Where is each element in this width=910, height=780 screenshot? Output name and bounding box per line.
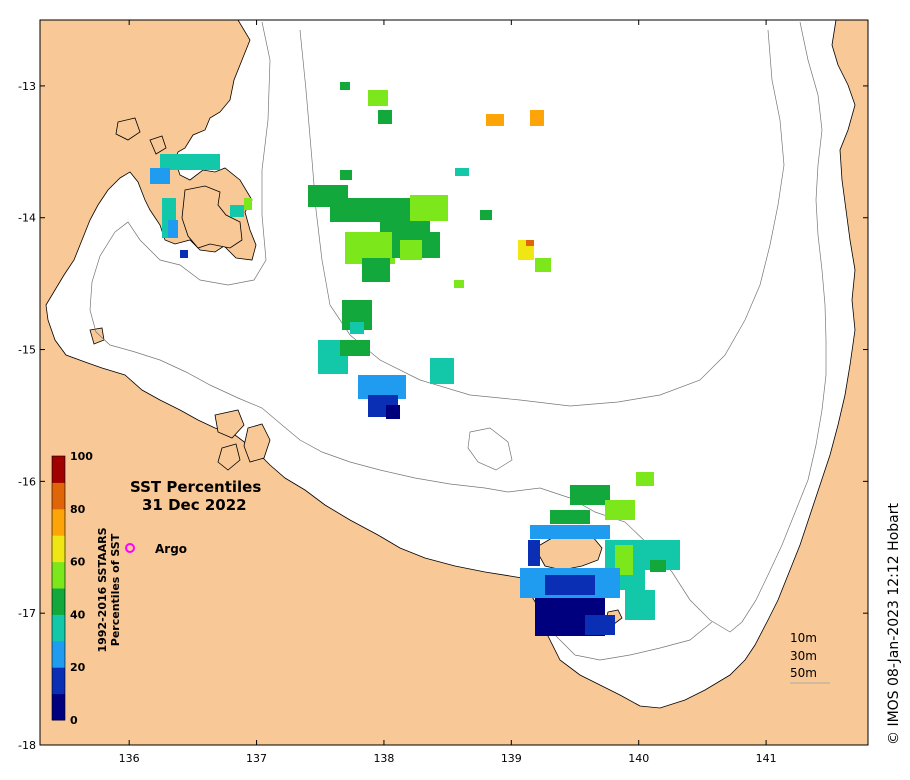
map-date: 31 Dec 2022 — [142, 496, 247, 514]
small-island-west — [89, 327, 105, 345]
colorbar-segment — [52, 482, 65, 510]
sst-patch — [368, 90, 388, 106]
map-title: SST Percentiles — [130, 478, 261, 496]
depth-label-10m: 10m — [790, 631, 817, 645]
argo-legend-label: Argo — [155, 542, 187, 556]
axis-tick-labels: 136 137 138 139 140 141 -13 -14 -15 -16 -17 -18 — [18, 80, 777, 765]
sst-patch — [625, 590, 655, 620]
sst-patch — [454, 280, 464, 288]
sst-patch — [545, 575, 595, 595]
sst-patch — [486, 114, 504, 126]
sst-patches — [150, 82, 680, 636]
colorbar — [51, 455, 66, 721]
sir-edward-pellew-3 — [217, 443, 241, 471]
small-island-nw — [115, 117, 141, 141]
lon-tick-label: 141 — [756, 752, 777, 765]
sst-patch — [230, 205, 244, 217]
sst-patch — [480, 210, 492, 220]
colorbar-tick-label: 40 — [70, 608, 86, 621]
colorbar-title-1: 1992-2016 SSTAARS — [96, 527, 109, 652]
sir-edward-pellew-2 — [243, 423, 271, 463]
sst-patch — [636, 472, 654, 486]
colorbar-segment — [52, 535, 65, 563]
lat-tick-label: -16 — [18, 475, 36, 488]
depth-contour-deep — [539, 599, 713, 661]
sst-patch — [340, 82, 350, 90]
sst-patch — [168, 220, 178, 238]
lon-tick-label: 136 — [119, 752, 140, 765]
colorbar-tick-labels: 0 20 40 60 80 100 — [70, 450, 93, 727]
sst-patch — [650, 560, 666, 572]
sst-patch — [535, 258, 551, 272]
depth-contour-mid — [299, 29, 785, 407]
depth-label-30m: 30m — [790, 649, 817, 663]
colorbar-segment — [52, 508, 65, 536]
sst-patch — [180, 250, 188, 258]
sst-patch — [350, 322, 364, 334]
colorbar-segment — [52, 588, 65, 615]
depth-contours — [89, 21, 827, 661]
small-island-nw2 — [149, 135, 167, 155]
colorbar-segment — [52, 667, 65, 695]
credit-text: © IMOS 08-Jan-2023 12:12 Hobart — [886, 503, 902, 745]
lon-tick-label: 137 — [246, 752, 267, 765]
plot-frame — [39, 19, 869, 746]
sst-patch — [550, 510, 590, 524]
colorbar-tick-label: 100 — [70, 450, 93, 463]
colorbar-title-2: Percentiles of SST — [109, 533, 122, 646]
depth-contour-shallow — [89, 21, 827, 633]
colorbar-segment — [52, 614, 65, 642]
sst-patch — [330, 198, 380, 222]
sst-patch — [570, 485, 610, 505]
sst-patch — [605, 500, 635, 520]
sst-patch — [160, 154, 220, 170]
sst-patch — [340, 170, 352, 180]
sst-patch — [362, 258, 390, 282]
depth-label-50m: 50m — [790, 666, 817, 680]
sst-patch — [455, 168, 469, 176]
lat-tick-label: -18 — [18, 739, 36, 752]
lon-tick-label: 139 — [501, 752, 522, 765]
sst-patch — [585, 615, 615, 635]
lon-tick-label: 140 — [628, 752, 649, 765]
colorbar-segment — [52, 693, 65, 721]
sst-patch — [530, 110, 544, 126]
sst-patch — [528, 540, 540, 566]
lat-tick-label: -17 — [18, 607, 36, 620]
sst-patch — [526, 240, 534, 246]
sst-patch — [340, 340, 370, 356]
colorbar-segment — [52, 456, 65, 483]
argo-marker-icon — [125, 543, 135, 553]
sst-patch — [430, 358, 454, 384]
sir-edward-pellew-1 — [214, 409, 245, 439]
sst-patch — [400, 240, 422, 260]
colorbar-tick-label: 0 — [70, 714, 78, 727]
sst-patch — [386, 405, 400, 419]
lon-tick-label: 138 — [373, 752, 394, 765]
lat-tick-label: -13 — [18, 80, 36, 93]
colorbar-segment — [52, 561, 65, 589]
groote-eylandt — [181, 185, 243, 249]
colorbar-segment — [52, 640, 65, 668]
colorbar-tick-label: 20 — [70, 661, 86, 674]
sst-patch — [378, 110, 392, 124]
colorbar-frame — [51, 455, 66, 721]
lat-tick-label: -14 — [18, 212, 36, 225]
colorbar-tick-label: 80 — [70, 503, 86, 516]
colorbar-tick-label: 60 — [70, 556, 86, 569]
sst-patch — [244, 198, 252, 210]
lat-tick-label: -15 — [18, 344, 36, 357]
axis-ticks — [40, 20, 868, 746]
depth-contour-bay — [467, 427, 513, 471]
sst-patch — [150, 168, 170, 184]
sst-patch — [530, 525, 610, 539]
sst-patch — [410, 195, 448, 221]
sst-patch — [615, 545, 633, 575]
